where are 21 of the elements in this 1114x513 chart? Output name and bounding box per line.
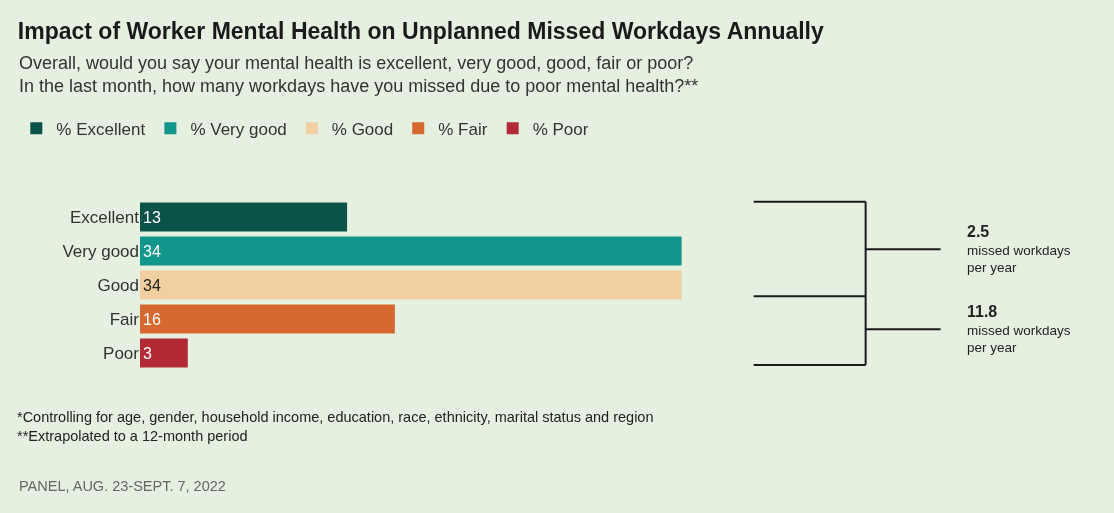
chart-subtitle: Overall, would you say your mental health is excellent, very good, good, fair or poor? In the last month, how many workdays have you missed due to poor mental health?**: [19, 53, 699, 97]
y-tick-label: Very good: [62, 241, 139, 261]
data-label: 34: [143, 242, 161, 260]
y-tick-label: Fair: [109, 309, 140, 329]
text: *Controlling for age, gender, household income, education, race, ethnicity, marital status and region **Extrapolated to a 12-month period: [17, 409, 654, 444]
data-label: 3: [143, 344, 152, 362]
data-label: 34: [143, 276, 161, 294]
y-tick-label: Poor: [103, 343, 140, 363]
legend-label: % Fair: [438, 119, 488, 139]
text: 2.5 missed workdays per year: [967, 223, 1071, 276]
legend-label: % Very good: [190, 119, 287, 139]
data-label: 16: [143, 310, 161, 328]
data-label: 13: [143, 208, 161, 226]
text: 11.8 missed workdays per year: [967, 303, 1071, 356]
legend-label: % Good: [331, 119, 394, 139]
chart-title: Impact of Worker Mental Health on Unplanned Missed Workdays Annually: [17, 18, 825, 45]
text: PANEL, AUG. 23-SEPT. 7, 2022: [19, 478, 226, 494]
legend-label: % Poor: [532, 119, 589, 139]
legend-label: % Excellent: [56, 119, 146, 139]
y-tick-label: Good: [97, 275, 139, 295]
y-tick-label: Excellent: [70, 207, 140, 227]
